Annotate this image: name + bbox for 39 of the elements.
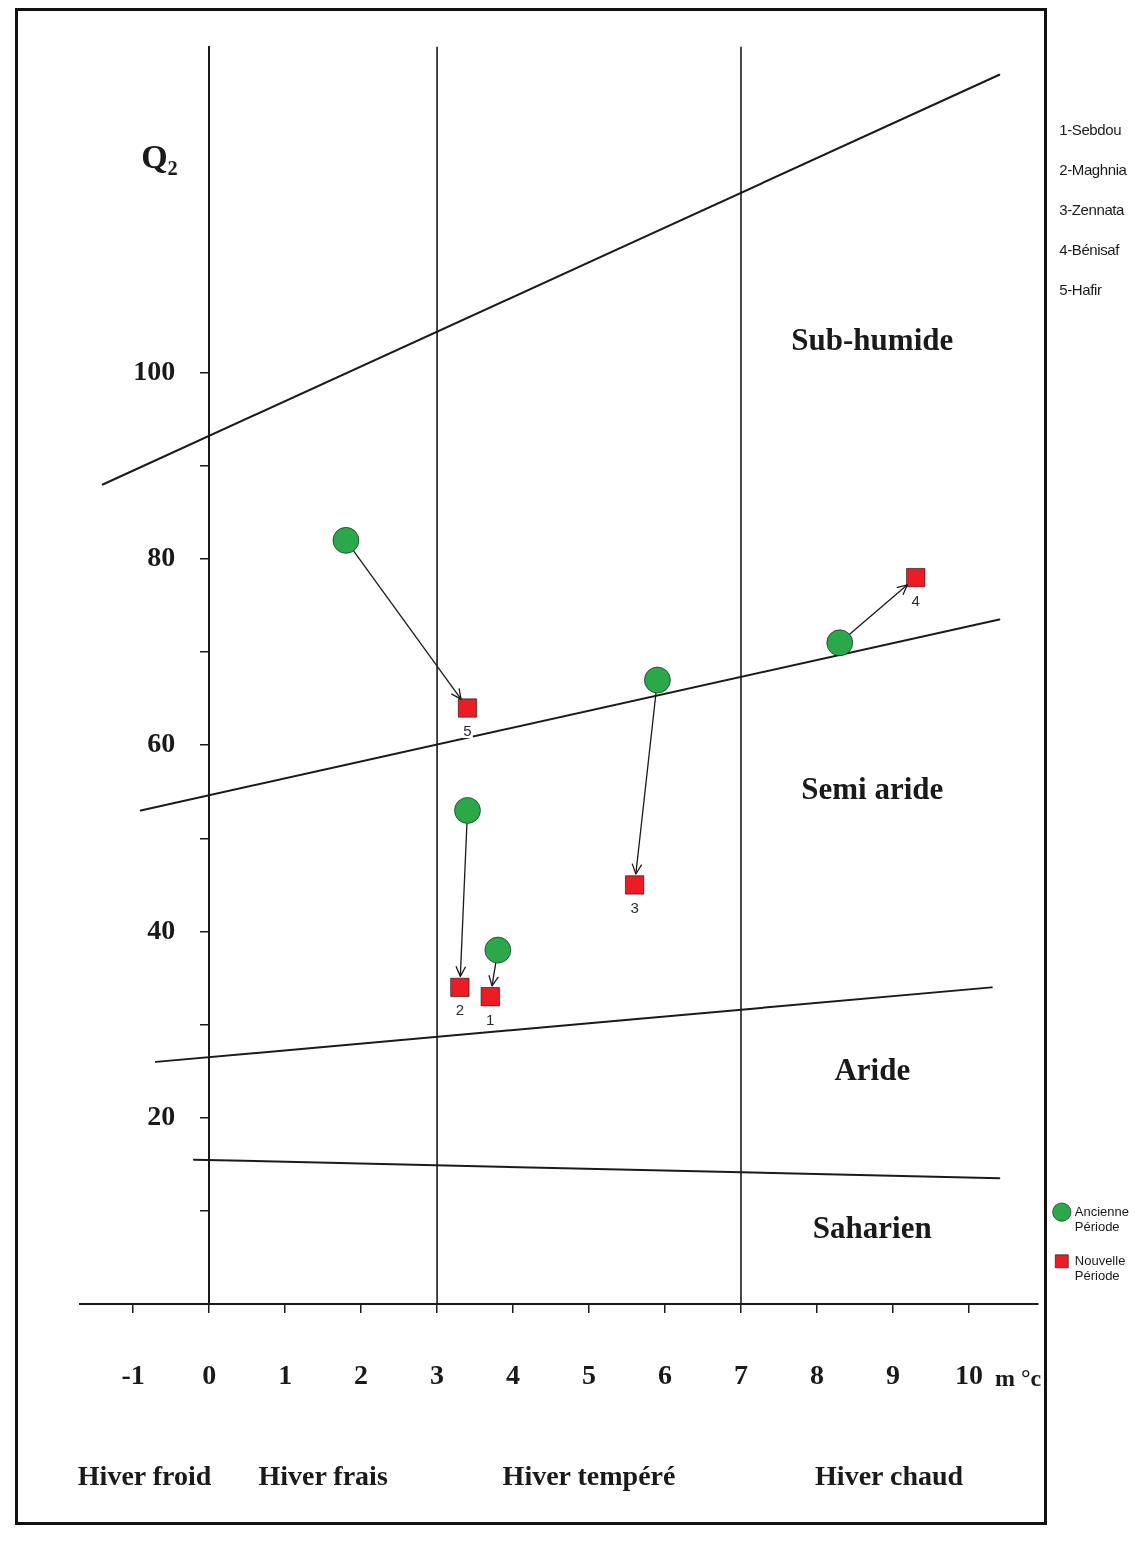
x-tick-label: 7 xyxy=(733,1359,748,1391)
annotation: Semi aride xyxy=(801,770,944,806)
text: 5-Hafir xyxy=(1059,280,1103,300)
text: Hiver frais xyxy=(258,1460,388,1491)
x-tick-label: -1 xyxy=(121,1359,145,1391)
y-tick-label: 40 xyxy=(147,913,176,945)
x-tick-label: 1 xyxy=(278,1359,293,1391)
text: 4-Bénisaf xyxy=(1059,240,1121,260)
x-tick-label: 2 xyxy=(354,1359,369,1391)
y-tick-label: 20 xyxy=(147,1099,176,1131)
x-tick-label: 8 xyxy=(809,1359,824,1391)
annotation: Aride xyxy=(834,1051,911,1087)
annotation: 4 xyxy=(910,591,921,609)
text: 2-Maghnia xyxy=(1059,160,1127,180)
y-tick-label: 60 xyxy=(147,727,176,759)
x-tick-label: 0 xyxy=(202,1359,217,1391)
y-tick-label: 100 xyxy=(133,354,176,386)
text: 3-Zennata xyxy=(1059,200,1126,220)
text: Hiver chaud xyxy=(815,1460,964,1491)
annotation: Saharien xyxy=(812,1209,932,1245)
x-tick-label: 4 xyxy=(506,1359,521,1391)
text: Hiver froid xyxy=(77,1460,212,1491)
annotation: 3 xyxy=(629,898,640,916)
annotation: 5 xyxy=(462,721,473,739)
x-tick-label: 5 xyxy=(582,1359,597,1391)
legend-label: Ancienne Période xyxy=(1074,1203,1130,1235)
x-axis-title: m °c xyxy=(994,1365,1042,1391)
x-tick-label: 9 xyxy=(885,1359,900,1391)
annotation: 2 xyxy=(454,1001,466,1019)
y-tick-label: 80 xyxy=(147,541,176,573)
text: Hiver tempéré xyxy=(502,1460,676,1491)
x-tick-label: 6 xyxy=(658,1359,673,1391)
x-tick-label: 10 xyxy=(954,1359,983,1391)
text: 1-Sebdou xyxy=(1059,120,1123,140)
x-tick-label: 3 xyxy=(430,1359,445,1391)
legend-label: Nouvelle Période xyxy=(1074,1252,1126,1284)
y-axis-title: Q₂ xyxy=(141,138,178,175)
annotation: 1 xyxy=(485,1010,496,1028)
annotation: Sub-humide xyxy=(791,321,954,357)
